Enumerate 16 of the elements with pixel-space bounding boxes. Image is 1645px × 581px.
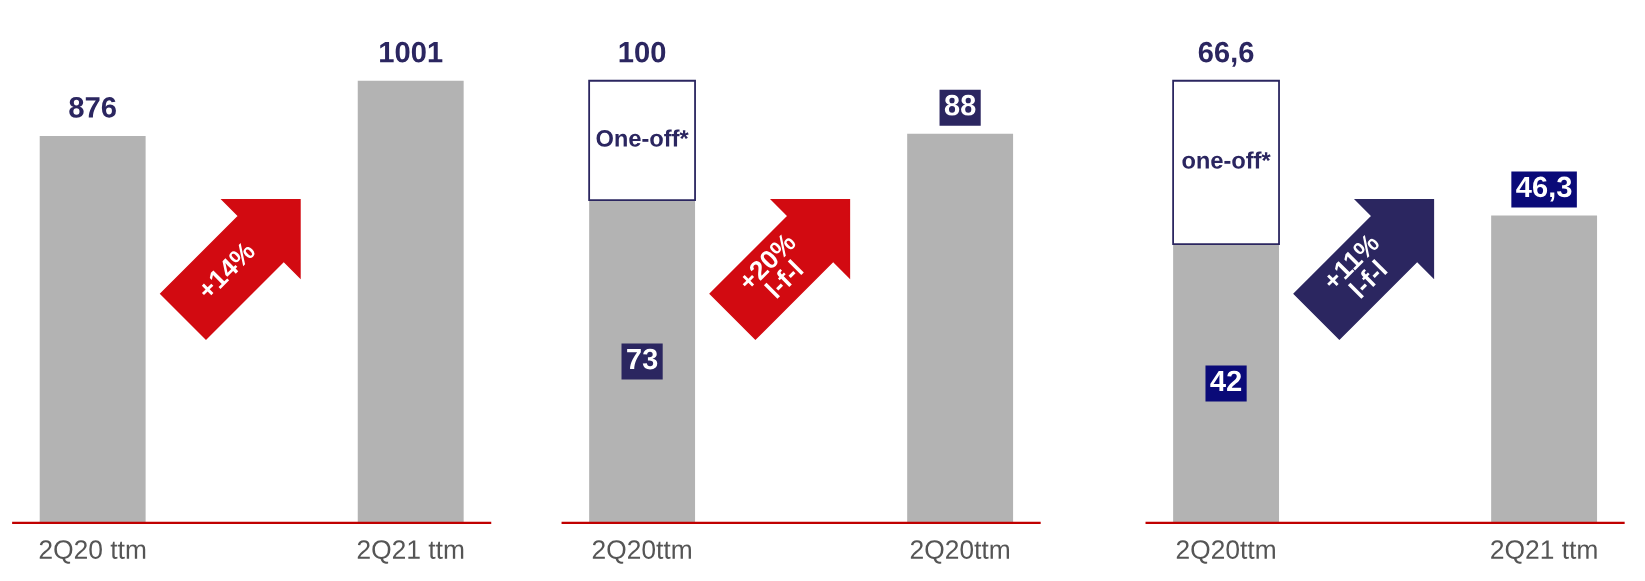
data-label: One-off* [596,129,689,147]
data-label: 46,3 [1516,176,1572,202]
x-tick-label: 2Q21 ttm [1491,540,1597,564]
x-tick-label: 2Q20ttm [592,540,691,564]
x-tick-label: 2Q20 ttm [39,540,146,564]
x-tick-label: 2Q20ttm [910,540,1009,564]
data-label: 876 [69,97,116,118]
total-label: 66,6 [1198,41,1254,67]
data-label: one-off* [1182,151,1271,169]
data-label: 73 [627,348,658,370]
x-tick-label: 2Q20ttm [1176,540,1275,564]
total-label: 100 [619,41,666,63]
x-tick-label: 2Q21 ttm [357,540,464,564]
data-label: 42 [1210,370,1242,392]
data-label: 88 [944,94,976,116]
data-label: 1001 [380,41,443,63]
